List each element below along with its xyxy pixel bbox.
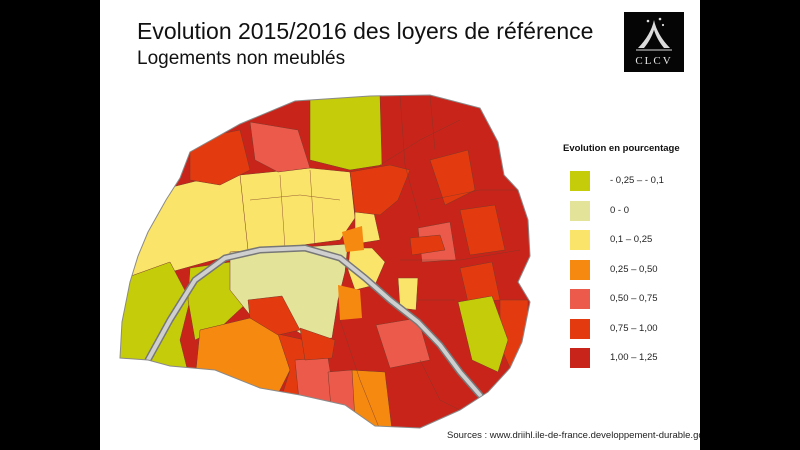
legend-label: 1,00 – 1,25 — [610, 352, 658, 363]
legend-swatch — [570, 230, 590, 250]
clcv-figure-icon — [636, 17, 672, 51]
legend-label: 0,50 – 0,75 — [610, 293, 658, 304]
legend-label: 0 - 0 — [610, 204, 630, 216]
clcv-logo: CLCV — [624, 12, 684, 72]
legend-label: - 0,25 – - 0,1 — [610, 175, 664, 186]
legend-swatch — [570, 318, 590, 339]
legend-label: 0,25 – 0,50 — [610, 263, 658, 275]
legend-title: Evolution en pourcentage — [563, 143, 680, 154]
legend-swatch — [570, 171, 590, 191]
source-note: Sources : www.driihl.ile-de-france.devel… — [447, 430, 700, 441]
logo-text: CLCV — [635, 55, 673, 67]
page-subtitle: Logements non meublés — [137, 48, 346, 69]
legend-swatch — [570, 289, 590, 309]
legend-label: 0,1 – 0,25 — [610, 234, 653, 245]
legend-swatch — [570, 259, 590, 280]
legend-swatch — [570, 348, 590, 368]
legend-swatch — [570, 200, 590, 221]
page-title: Evolution 2015/2016 des loyers de référe… — [137, 18, 594, 44]
legend-label: 0,75 – 1,00 — [610, 322, 658, 334]
paris-rent-map — [119, 94, 531, 429]
slide: Evolution 2015/2016 des loyers de référe… — [100, 0, 700, 450]
